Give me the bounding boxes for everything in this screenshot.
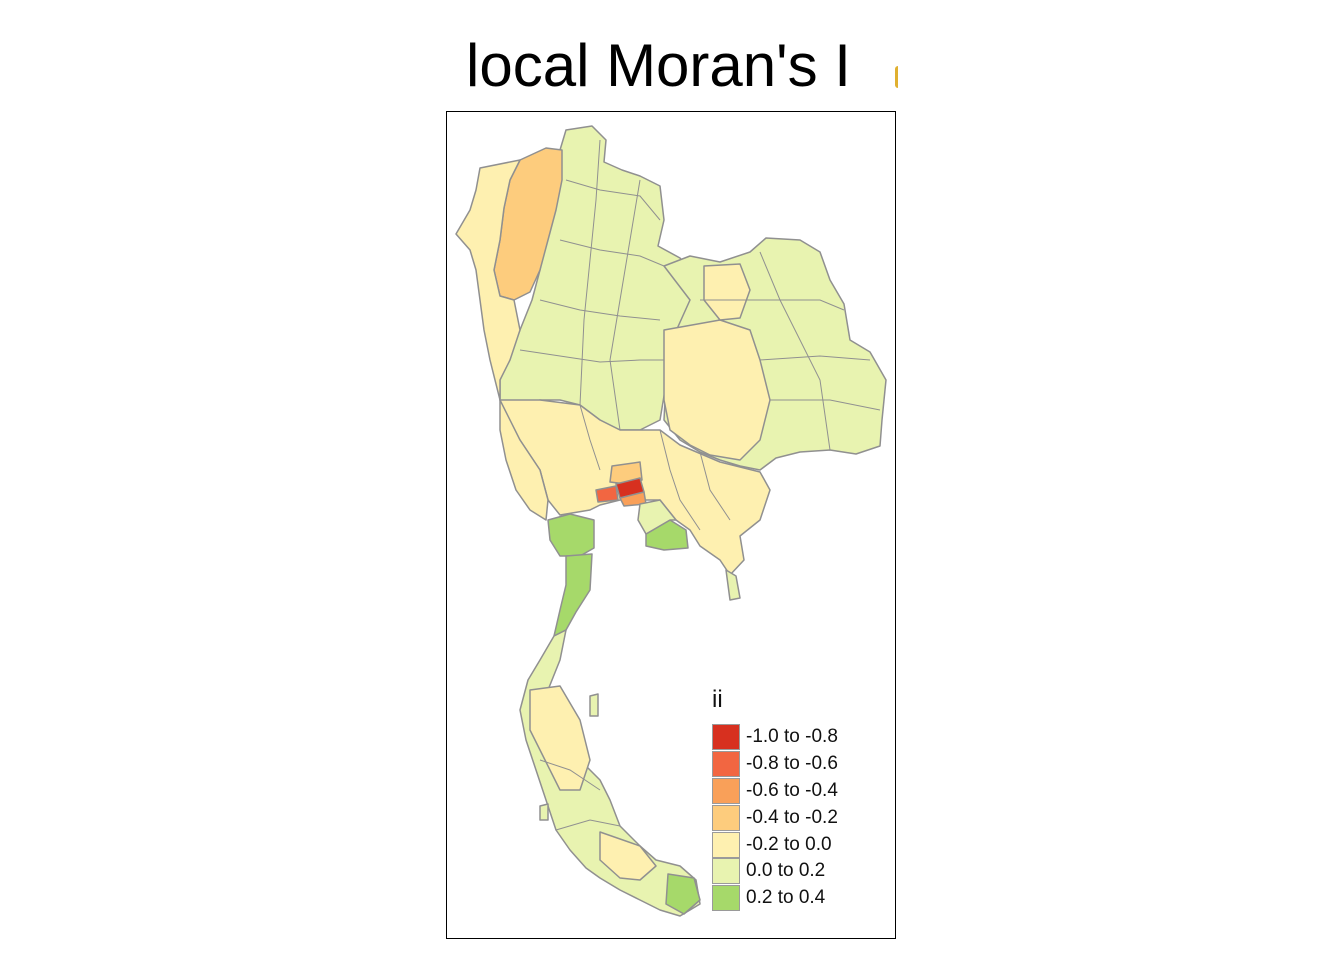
- legend-swatch: [712, 724, 740, 751]
- island-koh-samui: [589, 693, 599, 717]
- boundary-c-1: [579, 404, 601, 471]
- boundary-ne-3: [759, 355, 871, 361]
- boundary-ne-4: [770, 399, 881, 411]
- legend-item: -0.2 to 0.0: [712, 831, 838, 858]
- boundary-ne-1: [759, 251, 831, 451]
- legend-item: 0.2 to 0.4: [712, 885, 838, 912]
- island-phuket: [539, 803, 549, 821]
- map-legend: ii -1.0 to -0.8 -0.8 to -0.6 -0.6 to -0.4-…: [712, 684, 838, 912]
- province-chonburi: [637, 499, 677, 535]
- legend-swatch: [712, 751, 740, 778]
- legend-label: 0.0 to 0.2: [746, 860, 826, 882]
- legend-label: -0.8 to -0.6: [746, 753, 838, 775]
- region-south: [519, 629, 701, 917]
- boundary-north-4: [519, 349, 664, 363]
- province-samut-sakhon: [595, 485, 619, 503]
- legend-items: -1.0 to -0.8 -0.8 to -0.6 -0.6 to -0.4 -0.4…: [712, 724, 838, 912]
- province-phetchaburi: [547, 513, 595, 557]
- boundary-s-1: [539, 759, 601, 791]
- boundary-north-2: [559, 239, 665, 267]
- legend-swatch: [712, 831, 740, 858]
- island-trat: [725, 569, 741, 601]
- map-title: local Moran's I: [466, 32, 851, 99]
- boundary-north-3: [539, 299, 661, 321]
- legend-label: 0.2 to 0.4: [746, 887, 826, 909]
- boundary-north-1: [565, 179, 661, 221]
- province-khon-kaen-group: [663, 319, 771, 461]
- province-songkhla: [599, 831, 657, 881]
- province-kanchanaburi: [499, 399, 549, 521]
- boundary-ne-2: [700, 299, 845, 311]
- legend-label: -0.4 to -0.2: [746, 806, 838, 828]
- map-title-container: local Moran's I: [448, 30, 898, 102]
- legend-label: -1.0 to -0.8: [746, 726, 838, 748]
- legend-swatch: [712, 858, 740, 885]
- legend-label: -0.6 to -0.4: [746, 779, 838, 801]
- boundary-c-2: [659, 429, 701, 531]
- title-clipped-glyph: [895, 66, 898, 88]
- legend-label: -0.2 to 0.0: [746, 833, 832, 855]
- legend-swatch: [712, 804, 740, 831]
- province-prachuap: [553, 553, 593, 637]
- legend-item: -1.0 to -0.8: [712, 724, 838, 751]
- boundary-north-6: [609, 179, 641, 431]
- province-narathiwat: [665, 873, 701, 915]
- boundary-north-5: [579, 139, 601, 406]
- legend-item: -0.4 to -0.2: [712, 804, 838, 831]
- legend-title: ii: [712, 686, 723, 713]
- legend-item: -0.6 to -0.4: [712, 777, 838, 805]
- legend-swatch: [712, 777, 740, 804]
- boundary-c-3: [699, 451, 731, 521]
- legend-item: -0.8 to -0.6: [712, 751, 838, 778]
- boundary-s-2: [555, 819, 621, 831]
- legend-item: 0.0 to 0.2: [712, 858, 838, 885]
- province-surat-thani: [529, 685, 591, 791]
- province-tak-west: [455, 159, 521, 401]
- legend-swatch: [712, 885, 740, 912]
